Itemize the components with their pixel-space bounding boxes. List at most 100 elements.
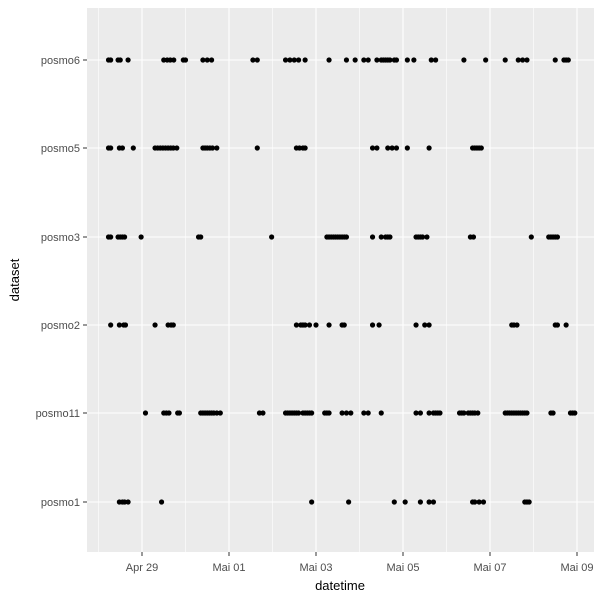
- data-point-posmo6: [411, 57, 417, 63]
- data-point-posmo11: [142, 410, 149, 416]
- data-point-posmo2: [554, 322, 561, 328]
- data-point-posmo6: [387, 57, 393, 63]
- data-point-posmo11: [365, 410, 371, 416]
- x-tick-label: Mai 03: [299, 562, 332, 574]
- data-point-posmo6: [565, 57, 571, 63]
- data-point-posmo6: [433, 57, 439, 63]
- x-tick-label: Mai 01: [212, 562, 245, 574]
- data-point-posmo1: [402, 499, 408, 505]
- data-point-posmo5: [385, 145, 391, 151]
- data-point-posmo1: [417, 499, 423, 505]
- data-point-posmo5: [214, 145, 220, 151]
- data-point-posmo5: [369, 145, 376, 151]
- data-point-posmo5: [389, 145, 395, 151]
- data-point-posmo6: [502, 57, 508, 63]
- data-point-posmo6: [287, 57, 293, 63]
- data-point-posmo1: [309, 499, 315, 505]
- data-point-posmo6: [302, 57, 308, 63]
- data-point-posmo2: [413, 322, 419, 328]
- data-point-posmo11: [166, 410, 172, 416]
- data-point-posmo6: [282, 57, 289, 63]
- data-point-posmo11: [417, 410, 423, 416]
- data-point-posmo1: [480, 499, 487, 505]
- y-tick-label-posmo3: posmo3: [41, 232, 80, 244]
- data-point-posmo11: [437, 410, 443, 416]
- y-tick-label-posmo5: posmo5: [41, 143, 80, 155]
- y-tick-label-posmo11: posmo11: [36, 408, 80, 420]
- y-tick-label-posmo6: posmo6: [41, 55, 80, 67]
- data-points: [105, 57, 578, 505]
- data-point-posmo5: [254, 145, 260, 151]
- data-point-posmo3: [470, 234, 477, 240]
- data-point-posmo11: [572, 410, 578, 416]
- data-point-posmo11: [217, 410, 223, 416]
- data-point-posmo6: [291, 57, 297, 63]
- plot-panel: [87, 8, 594, 552]
- data-point-posmo3: [419, 234, 426, 240]
- minor-gridlines: [98, 8, 534, 552]
- data-point-posmo1: [472, 499, 478, 505]
- data-point-posmo3: [343, 234, 350, 240]
- data-point-posmo2: [369, 322, 376, 328]
- data-point-posmo6: [461, 57, 467, 63]
- data-point-posmo6: [428, 57, 434, 63]
- data-point-posmo6: [404, 57, 410, 63]
- data-point-posmo3: [198, 234, 204, 240]
- data-point-posmo2: [563, 322, 569, 328]
- data-point-posmo2: [426, 322, 432, 328]
- data-point-posmo5: [119, 145, 126, 151]
- data-point-posmo5: [393, 145, 400, 151]
- data-point-posmo11: [296, 410, 302, 416]
- data-point-posmo5: [404, 145, 410, 151]
- data-point-posmo6: [254, 57, 260, 63]
- data-point-posmo6: [182, 57, 189, 63]
- data-point-posmo5: [426, 145, 432, 151]
- y-tick-label-posmo1: posmo1: [41, 497, 80, 509]
- data-point-posmo6: [200, 57, 206, 63]
- data-point-posmo5: [209, 145, 216, 151]
- data-point-posmo3: [387, 234, 393, 240]
- x-tick-label: Apr 29: [126, 562, 158, 574]
- data-point-posmo6: [204, 57, 210, 63]
- data-point-posmo11: [309, 410, 315, 416]
- data-point-posmo1: [391, 499, 397, 505]
- data-point-posmo6: [365, 57, 371, 63]
- data-point-posmo3: [424, 234, 430, 240]
- data-point-posmo1: [158, 499, 165, 505]
- data-point-posmo6: [171, 57, 177, 63]
- data-point-posmo3: [138, 234, 144, 240]
- data-point-posmo6: [352, 57, 358, 63]
- data-point-posmo3: [269, 234, 275, 240]
- data-point-posmo6: [117, 57, 123, 63]
- data-point-posmo1: [426, 499, 432, 505]
- data-point-posmo11: [260, 410, 266, 416]
- data-point-posmo1: [476, 499, 482, 505]
- data-point-posmo2: [293, 322, 300, 328]
- data-point-posmo6: [326, 57, 332, 63]
- data-point-posmo11: [524, 410, 530, 416]
- data-point-posmo11: [475, 410, 481, 416]
- data-point-posmo6: [296, 57, 302, 63]
- data-point-posmo11: [413, 410, 419, 416]
- data-point-posmo3: [369, 234, 376, 240]
- x-axis-title: datetime: [315, 578, 365, 593]
- y-tick-label-posmo2: posmo2: [41, 320, 80, 332]
- data-point-posmo11: [348, 410, 354, 416]
- data-point-posmo2: [108, 322, 114, 328]
- data-point-posmo2: [170, 322, 176, 328]
- data-point-posmo6: [125, 57, 131, 63]
- data-point-posmo3: [122, 234, 128, 240]
- data-point-posmo6: [209, 57, 215, 63]
- data-point-posmo6: [374, 57, 380, 63]
- data-point-posmo2: [514, 322, 520, 328]
- data-point-posmo11: [339, 410, 345, 416]
- data-point-posmo11: [461, 410, 467, 416]
- data-point-posmo6: [361, 57, 367, 63]
- data-point-posmo2: [376, 322, 382, 328]
- x-tick-label: Mai 07: [473, 562, 506, 574]
- data-point-posmo3: [554, 234, 561, 240]
- data-point-posmo11: [361, 410, 367, 416]
- data-point-posmo11: [378, 410, 384, 416]
- data-point-posmo5: [478, 145, 484, 151]
